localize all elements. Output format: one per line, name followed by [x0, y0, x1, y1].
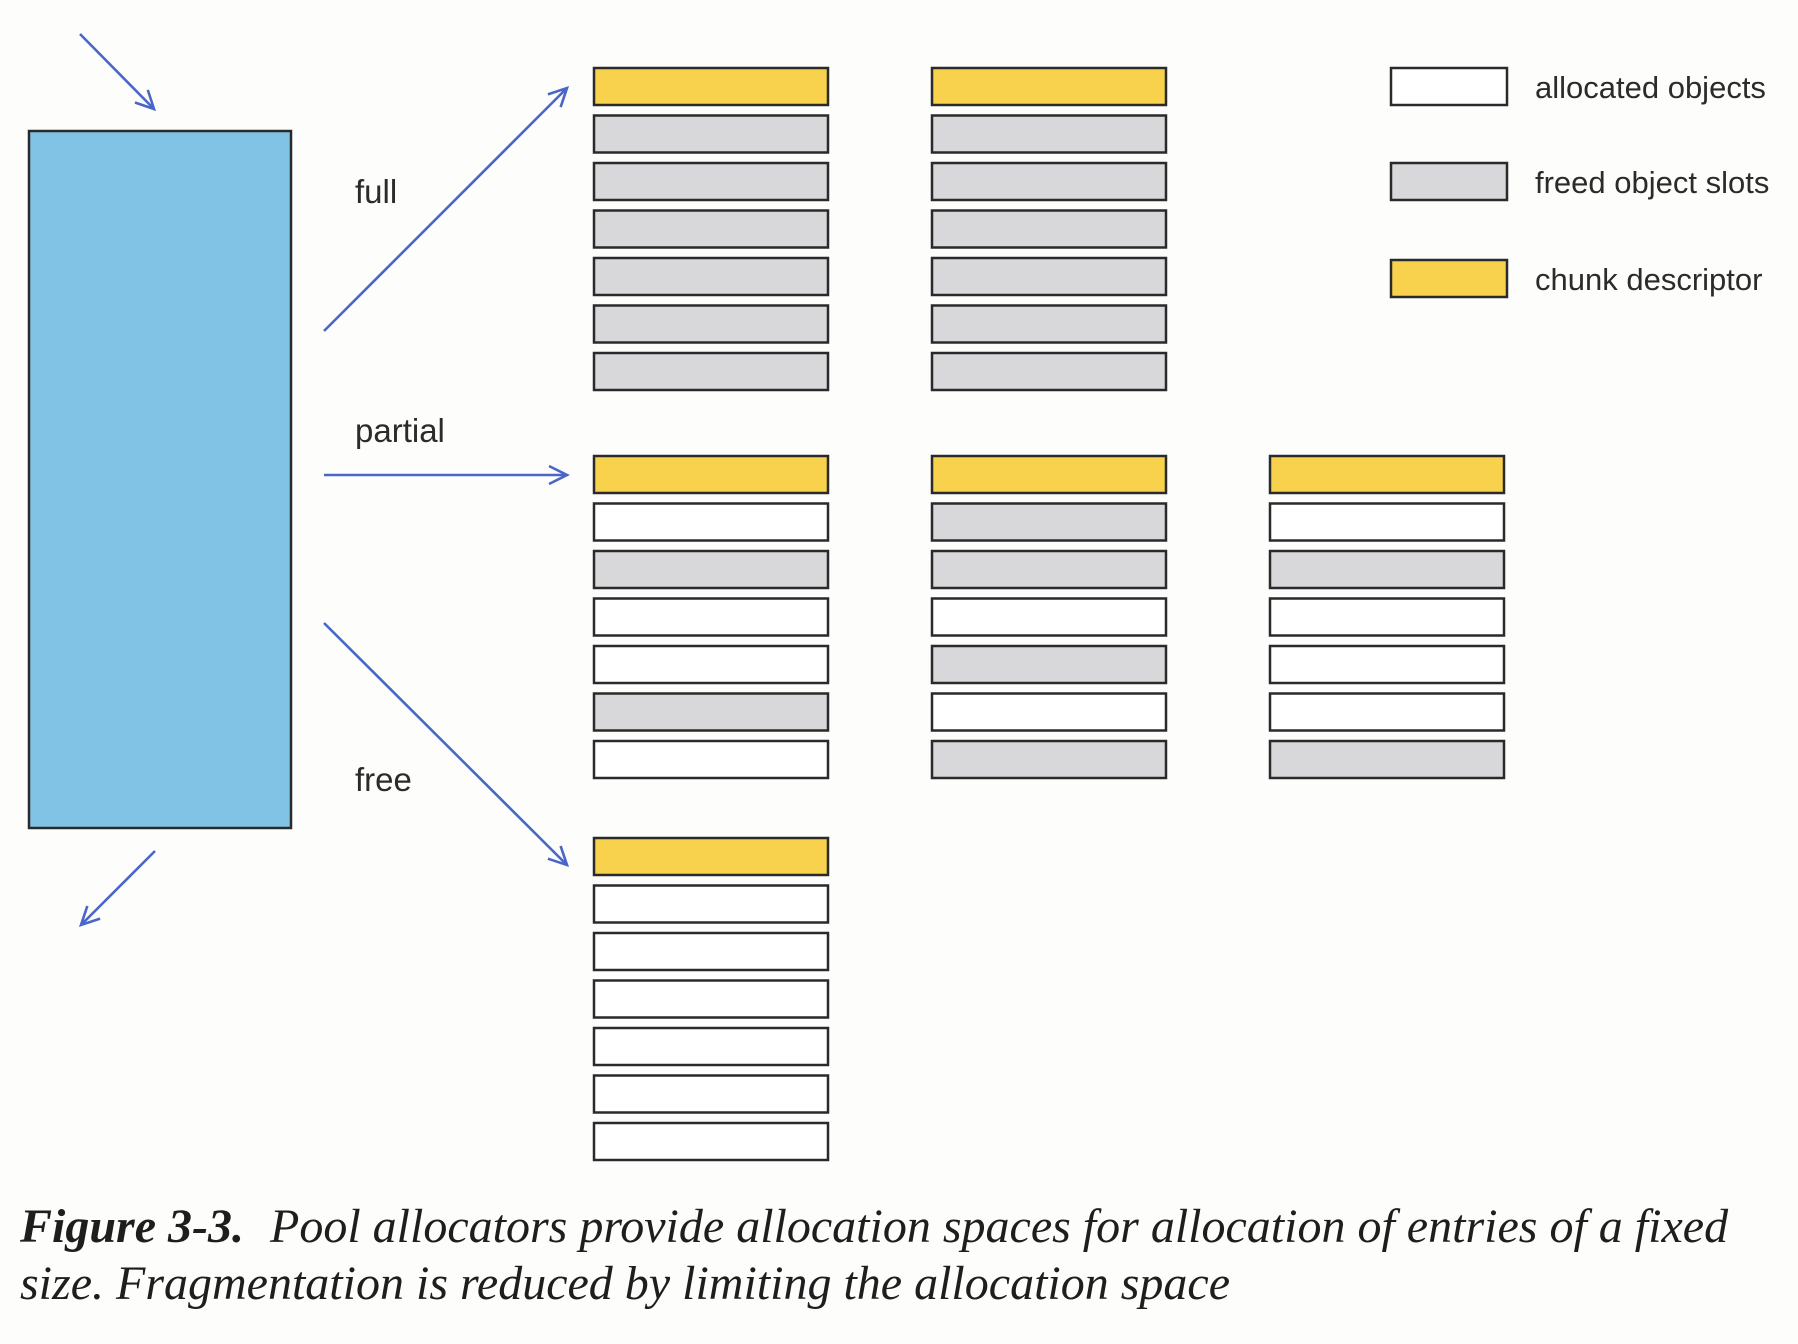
- chunk-descriptor-slot: [930, 66, 1168, 107]
- freed-slot: [592, 256, 830, 297]
- caption-text: Pool allocators provide allocation space…: [20, 1200, 1729, 1310]
- figure-caption: Figure 3-3. Pool allocators provide allo…: [20, 1198, 1780, 1312]
- freed-slot: [930, 739, 1168, 780]
- allocated-slot: [592, 1074, 830, 1114]
- legend-swatch-descriptor: [1389, 258, 1509, 299]
- freed-slot: [930, 304, 1168, 344]
- full-label: full: [355, 173, 397, 210]
- freed-slot: [930, 161, 1168, 202]
- full-chunk-2: [930, 66, 1168, 392]
- freed-slot: [930, 644, 1168, 685]
- partial-chunk-1: [592, 454, 830, 780]
- freed-slot: [930, 351, 1168, 392]
- chunk-stacks: [592, 66, 1506, 1162]
- allocated-slot: [592, 644, 830, 685]
- freed-slot: [1268, 549, 1506, 590]
- allocated-slot: [592, 931, 830, 972]
- outgoing-arrow: [78, 850, 156, 928]
- freed-slot: [592, 209, 830, 249]
- legend-label-freed: freed object slots: [1535, 165, 1769, 200]
- chunk-descriptor-slot: [930, 454, 1168, 495]
- freed-slot: [930, 256, 1168, 297]
- freed-slot: [592, 304, 830, 344]
- freed-slot: [930, 114, 1168, 154]
- legend-swatch-freed: [1389, 161, 1509, 202]
- allocated-slot: [930, 692, 1168, 732]
- freed-slot: [592, 114, 830, 154]
- incoming-arrow: [79, 33, 157, 112]
- partial-chunk-3: [1268, 454, 1506, 780]
- pool-block: [27, 129, 293, 830]
- freed-slot: [930, 209, 1168, 249]
- legend-label-descriptor: chunk descriptor: [1535, 262, 1762, 297]
- free-label: free: [355, 761, 412, 798]
- allocated-slot: [592, 502, 830, 542]
- free-arrow: [323, 622, 570, 868]
- figure-number: Figure 3-3.: [20, 1200, 245, 1253]
- freed-slot: [592, 549, 830, 590]
- freed-slot: [1268, 739, 1506, 780]
- pool-allocator-diagram: full partial free allocated objects freed…: [27, 33, 1769, 1162]
- legend-swatch-allocated: [1389, 66, 1509, 107]
- free-chunk-1: [592, 836, 830, 1162]
- allocated-slot: [592, 1026, 830, 1067]
- chunk-descriptor-slot: [592, 836, 830, 877]
- allocated-slot: [592, 884, 830, 924]
- freed-slot: [930, 549, 1168, 590]
- legend: allocated objects freed object slots chunk…: [1389, 66, 1769, 299]
- allocated-slot: [1268, 502, 1506, 542]
- partial-chunk-2: [930, 454, 1168, 780]
- allocated-slot: [592, 739, 830, 780]
- allocated-slot: [930, 597, 1168, 637]
- full-arrow: [323, 85, 570, 332]
- freed-slot: [592, 692, 830, 732]
- legend-label-allocated: allocated objects: [1535, 70, 1766, 105]
- chunk-descriptor-slot: [592, 454, 830, 495]
- allocated-slot: [592, 1121, 830, 1162]
- partial-label: partial: [355, 412, 445, 449]
- allocated-slot: [1268, 644, 1506, 685]
- freed-slot: [592, 161, 830, 202]
- full-chunk-1: [592, 66, 830, 392]
- allocated-slot: [592, 979, 830, 1019]
- freed-slot: [930, 502, 1168, 542]
- chunk-descriptor-slot: [1268, 454, 1506, 495]
- allocated-slot: [592, 597, 830, 637]
- allocated-slot: [1268, 597, 1506, 637]
- freed-slot: [592, 351, 830, 392]
- chunk-descriptor-slot: [592, 66, 830, 107]
- allocated-slot: [1268, 692, 1506, 732]
